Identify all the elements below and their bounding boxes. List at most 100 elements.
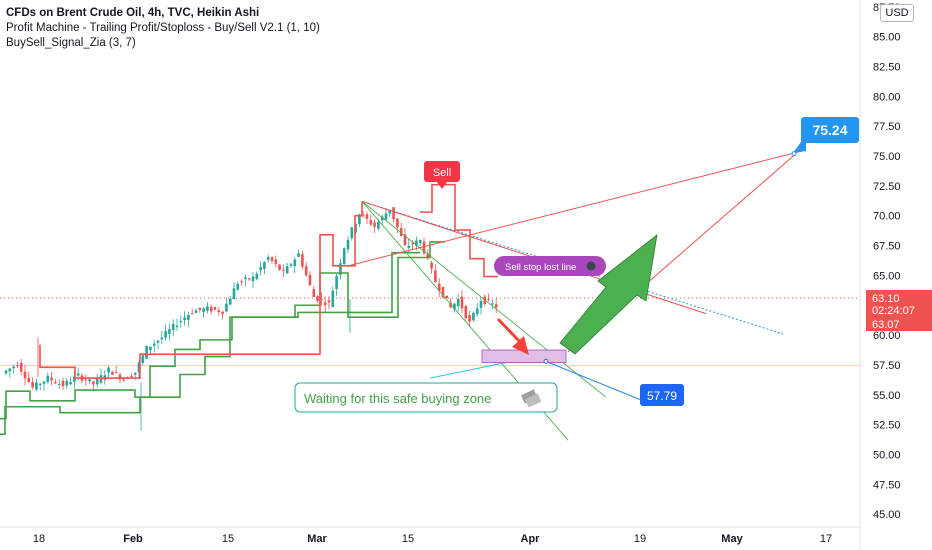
candle[interactable] — [88, 379, 91, 384]
candle[interactable] — [217, 307, 221, 316]
candle[interactable] — [133, 372, 137, 381]
target-price-label[interactable]: 75.24 — [793, 117, 859, 153]
candle[interactable] — [16, 361, 19, 368]
candle[interactable] — [23, 364, 27, 386]
candle[interactable] — [35, 379, 38, 392]
candle[interactable] — [27, 371, 31, 384]
candle[interactable] — [388, 209, 392, 217]
candle[interactable] — [38, 382, 42, 391]
candle[interactable] — [149, 346, 152, 355]
candle[interactable] — [403, 227, 407, 247]
candle[interactable] — [449, 298, 452, 309]
candle[interactable] — [285, 262, 289, 274]
candle[interactable] — [297, 249, 300, 258]
candle[interactable] — [141, 353, 145, 366]
candle[interactable] — [65, 377, 69, 389]
candle[interactable] — [392, 206, 395, 223]
candle[interactable] — [304, 262, 308, 277]
candle[interactable] — [240, 279, 243, 286]
candle[interactable] — [54, 378, 57, 384]
trailing-stop-line-lower[interactable] — [0, 241, 445, 420]
candle[interactable] — [445, 295, 449, 299]
candle[interactable] — [361, 211, 365, 219]
legend-indicator-buysell-signal[interactable]: BuySell_Signal_Zia (3, 7) — [6, 37, 136, 49]
time-axis[interactable]: 18 Feb 15 Mar 15 Apr 19 May 17 — [33, 533, 832, 545]
candle[interactable] — [152, 339, 156, 353]
sell-signal-marker[interactable]: Sell — [424, 161, 460, 189]
candle[interactable] — [335, 274, 338, 296]
candle[interactable] — [491, 299, 494, 310]
trendline-green-mid[interactable] — [361, 201, 607, 398]
candle[interactable] — [168, 323, 171, 341]
candle[interactable] — [418, 239, 422, 247]
candle[interactable] — [441, 286, 445, 299]
candle[interactable] — [107, 365, 110, 379]
sell-arrow-head[interactable] — [512, 336, 529, 355]
candle[interactable] — [266, 254, 270, 263]
candle[interactable] — [472, 311, 475, 322]
candle[interactable] — [61, 377, 65, 390]
candle[interactable] — [399, 222, 403, 237]
trendline-blue-down[interactable] — [545, 360, 641, 401]
candle[interactable] — [111, 371, 114, 376]
candle[interactable] — [202, 306, 205, 318]
candle[interactable] — [494, 298, 498, 314]
candle[interactable] — [380, 214, 384, 226]
candle[interactable] — [99, 368, 103, 385]
candle[interactable] — [57, 379, 61, 390]
candle[interactable] — [430, 260, 433, 274]
zone-note-callout[interactable]: Waiting for this safe buying zone — [294, 382, 558, 413]
candle[interactable] — [468, 310, 471, 328]
candle[interactable] — [251, 272, 255, 289]
candle[interactable] — [464, 305, 468, 321]
candle[interactable] — [194, 308, 198, 314]
candle[interactable] — [316, 295, 319, 304]
sell-arrow-shaft[interactable] — [496, 317, 522, 344]
candle[interactable] — [415, 236, 418, 250]
candle[interactable] — [209, 304, 213, 315]
candle[interactable] — [369, 214, 373, 227]
candle[interactable] — [331, 286, 335, 308]
candle[interactable] — [130, 373, 133, 378]
candle[interactable] — [456, 293, 460, 312]
candle[interactable] — [437, 278, 441, 298]
candle[interactable] — [190, 308, 194, 315]
candle[interactable] — [312, 285, 316, 297]
candle[interactable] — [289, 262, 293, 268]
candle[interactable] — [175, 318, 179, 332]
candle[interactable] — [320, 292, 323, 306]
candle[interactable] — [342, 247, 346, 267]
candle[interactable] — [156, 339, 160, 350]
candle[interactable] — [225, 297, 228, 313]
trailing-stop-line-red[interactable] — [39, 201, 363, 379]
candle[interactable] — [12, 364, 15, 374]
candle[interactable] — [8, 367, 12, 378]
currency-selector[interactable]: USD — [880, 4, 914, 22]
candle[interactable] — [346, 236, 350, 254]
candle[interactable] — [278, 263, 281, 271]
candle[interactable] — [114, 365, 118, 374]
candle[interactable] — [232, 282, 236, 300]
price-axis[interactable]: 87.5085.0082.5080.0077.5075.0072.5070.00… — [873, 2, 901, 521]
candle[interactable] — [50, 372, 53, 386]
candle[interactable] — [46, 372, 50, 384]
candle[interactable] — [270, 256, 274, 264]
candle[interactable] — [365, 211, 369, 225]
candle[interactable] — [475, 302, 479, 317]
legend-indicator-profit-machine[interactable]: Profit Machine - Trailing Profit/Stoplos… — [6, 22, 320, 34]
candle[interactable] — [171, 319, 175, 336]
trailing-stop-line-sell[interactable] — [420, 183, 498, 278]
candle[interactable] — [255, 271, 259, 281]
buy-arrow[interactable] — [559, 234, 658, 355]
candle[interactable] — [198, 307, 202, 313]
candle[interactable] — [137, 360, 141, 380]
candle[interactable] — [236, 281, 240, 292]
candle[interactable] — [487, 293, 490, 302]
candle[interactable] — [84, 374, 88, 386]
candle[interactable] — [145, 345, 148, 360]
candle[interactable] — [247, 277, 251, 282]
candle[interactable] — [323, 296, 327, 313]
candle[interactable] — [460, 290, 464, 314]
